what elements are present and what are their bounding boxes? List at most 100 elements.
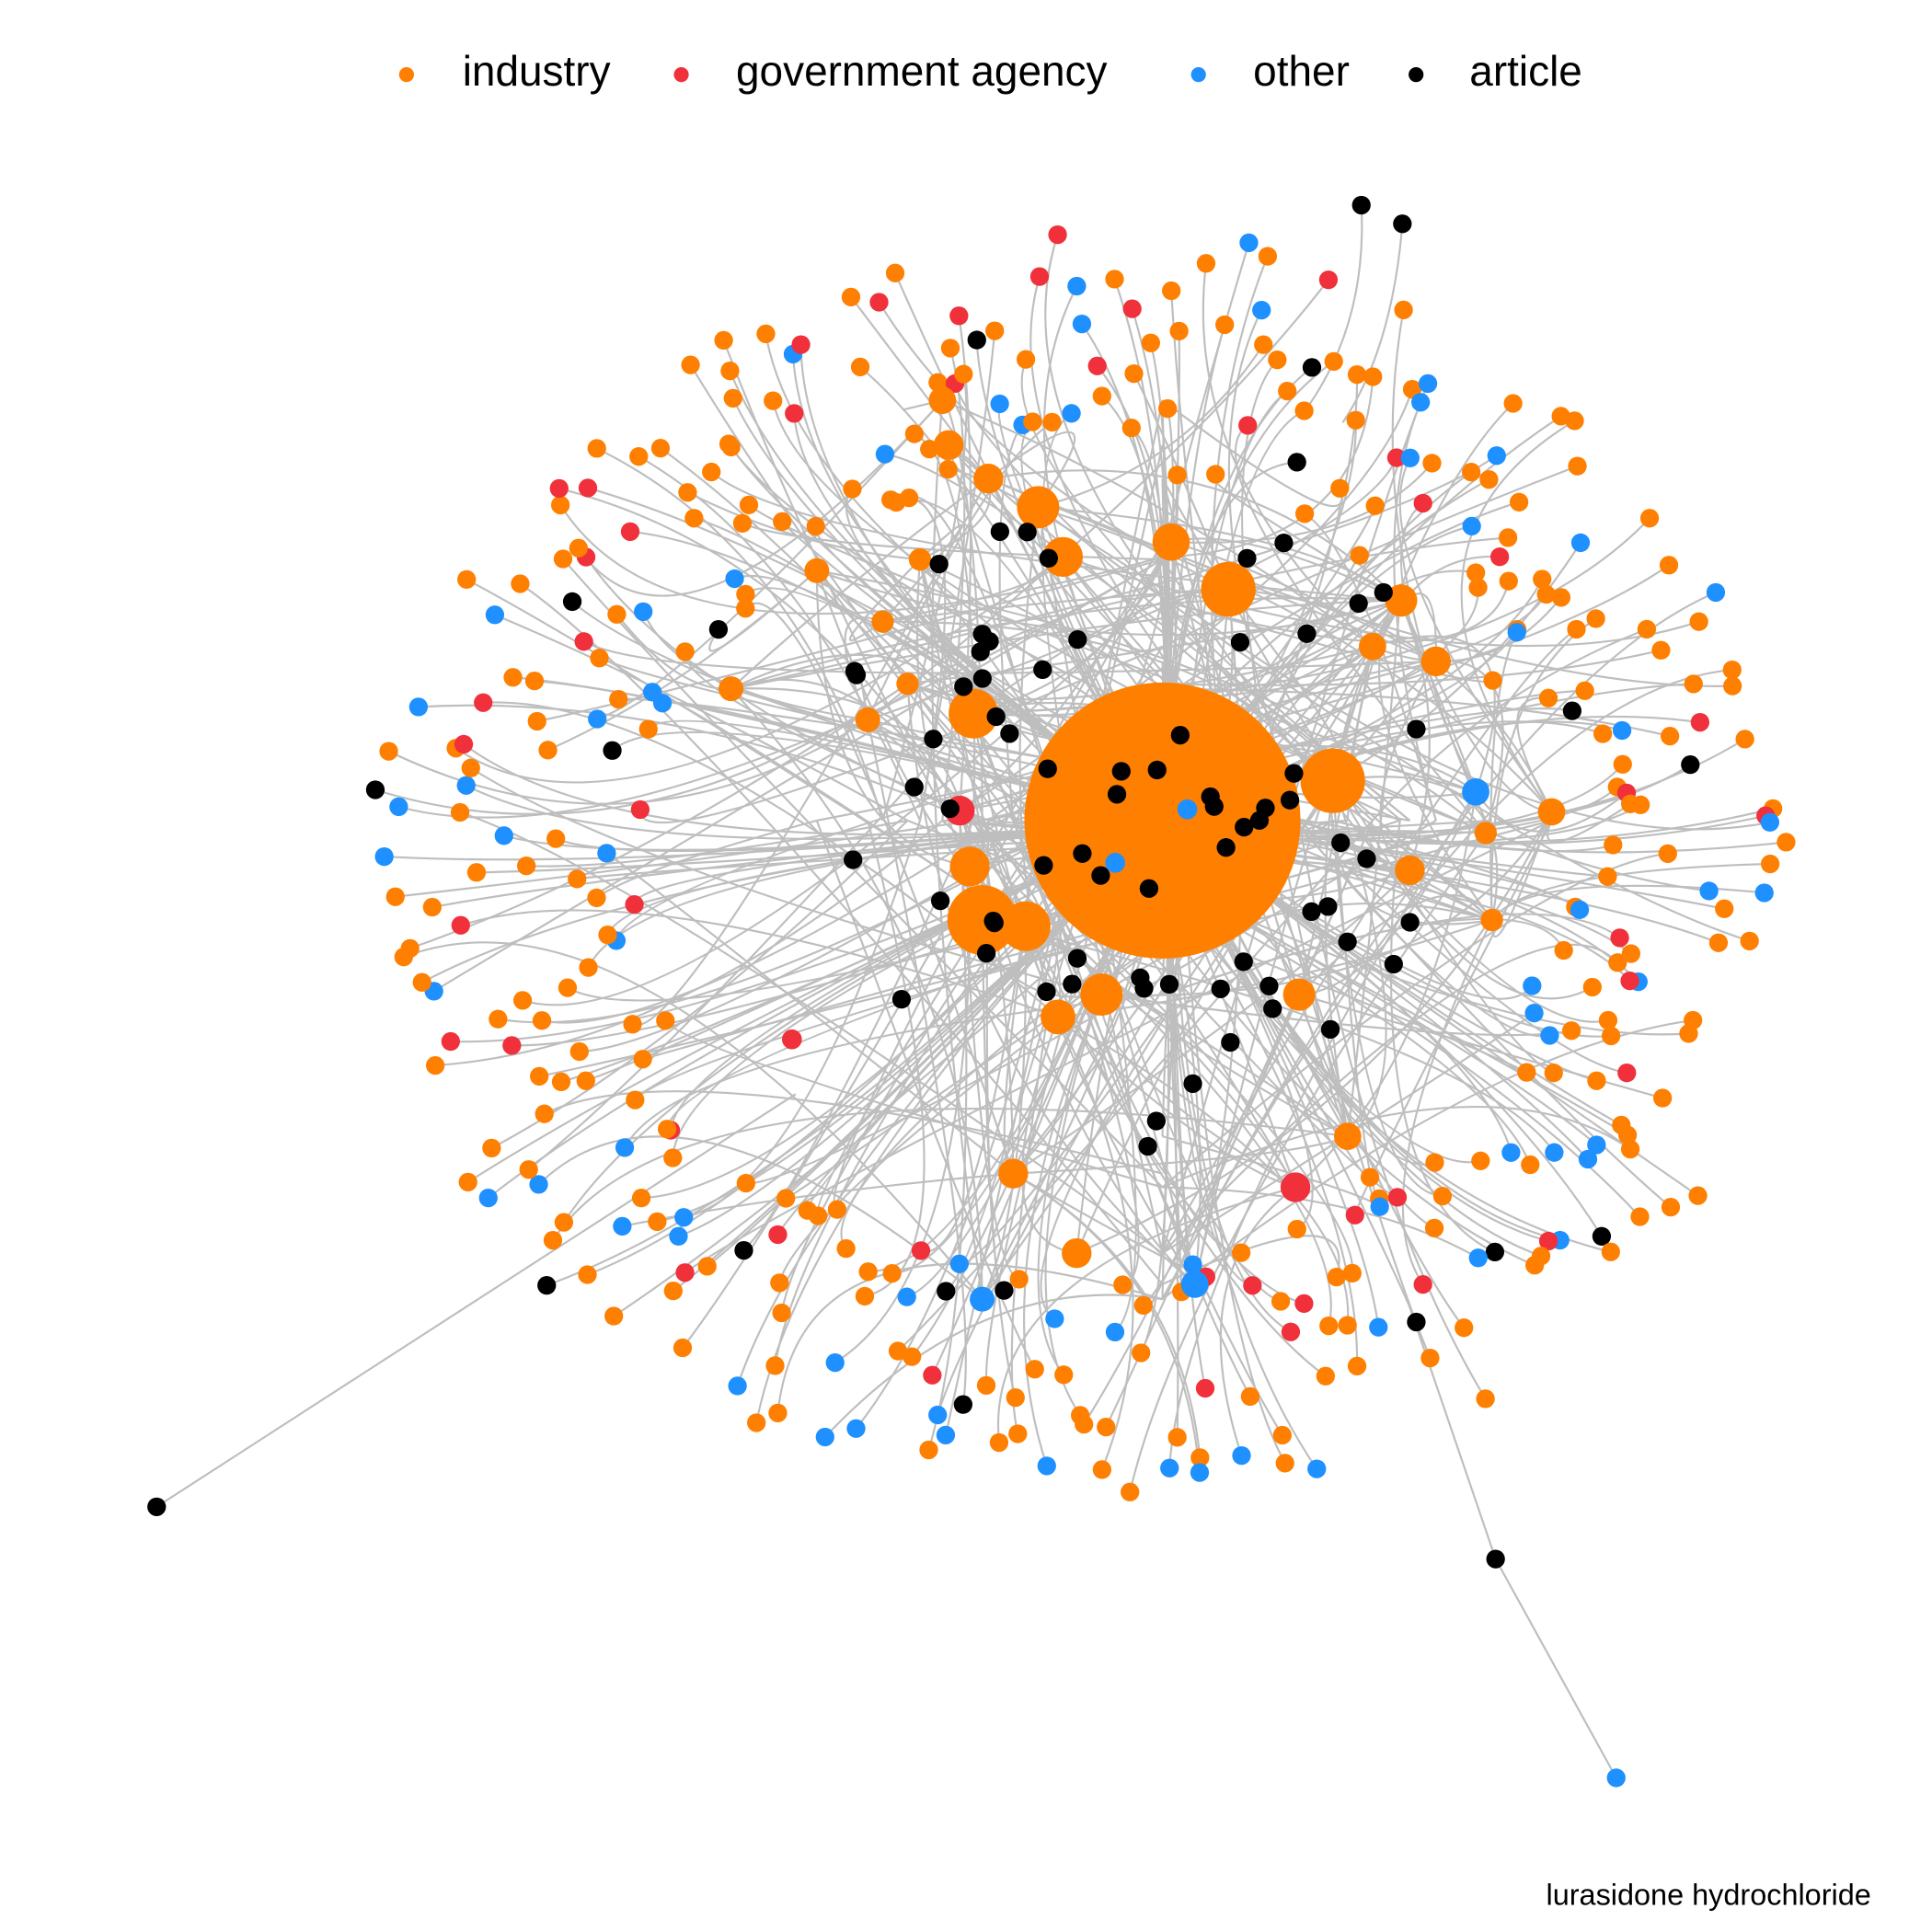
node [1630,1207,1650,1226]
node [598,926,617,945]
edge [1018,507,1060,1018]
node [579,958,598,977]
node [904,424,925,443]
node [1072,314,1092,334]
node [773,512,792,532]
node [804,558,830,583]
node [1661,1198,1681,1217]
node [1575,681,1594,700]
node [678,483,697,502]
node [1034,856,1053,875]
edge [730,596,1400,690]
node [1237,548,1257,568]
node [1487,446,1506,466]
node [1000,724,1019,743]
node [1316,1366,1335,1386]
node [458,1172,477,1192]
node [1754,883,1774,903]
node [588,709,607,729]
node [1113,1275,1133,1294]
node [1474,822,1498,845]
node [1483,671,1502,690]
node [1345,1205,1364,1225]
node [891,990,912,1009]
node [1169,321,1189,340]
node [1369,1317,1388,1337]
node [871,610,894,633]
node [569,538,588,558]
edge [1228,588,1553,812]
node [1351,195,1371,215]
node [546,829,566,848]
node [734,1240,753,1260]
node [1037,1456,1056,1476]
edge [1332,819,1787,854]
node [1684,674,1703,694]
node [587,888,606,908]
node [1170,725,1190,745]
node [1617,1064,1637,1083]
node [1177,799,1198,820]
node [1167,466,1187,485]
node [1400,448,1420,467]
node [1466,563,1486,582]
node [551,1072,571,1092]
node [1282,978,1316,1011]
node [911,1241,931,1260]
node [1263,999,1282,1018]
node [478,1188,498,1208]
node [1152,523,1190,561]
node [568,869,587,889]
node [1455,1318,1474,1338]
node [1498,528,1518,547]
edge [605,852,1015,1175]
node [1319,1316,1339,1336]
edge [155,1093,797,1508]
edge [1299,791,1478,996]
node [674,1208,694,1227]
node [843,479,862,499]
node [1121,1482,1140,1501]
node [554,1213,574,1232]
node [147,1497,167,1516]
node [1287,453,1306,472]
node [494,826,513,845]
node [940,799,960,819]
node [937,1282,956,1301]
node [1424,1218,1444,1238]
edge [1161,1012,1535,1255]
node [949,688,999,739]
node [768,1403,788,1422]
node [1688,1186,1708,1205]
edge [1294,791,1478,1189]
node [850,357,870,377]
edge [1330,780,1492,926]
node [1407,1312,1426,1332]
node [1387,1188,1408,1207]
edge [1170,537,1401,602]
legend-marker [1190,66,1206,83]
edge [450,819,1163,1043]
node [524,671,545,691]
node [549,478,569,499]
node [1612,720,1632,741]
node [1231,1243,1251,1262]
node [1349,593,1368,613]
node [1479,470,1499,489]
node [615,1138,635,1157]
node [656,1011,675,1030]
node [954,677,973,696]
node [1533,569,1552,589]
node [1777,833,1796,852]
node [896,673,919,696]
edge [941,399,1374,648]
edge [1162,581,1510,643]
node [1160,1458,1179,1478]
node [1105,1322,1125,1342]
node [930,891,950,911]
node [736,1173,755,1193]
edge [918,558,1015,1174]
node [1363,367,1383,386]
node [798,1201,817,1220]
node [708,619,729,639]
